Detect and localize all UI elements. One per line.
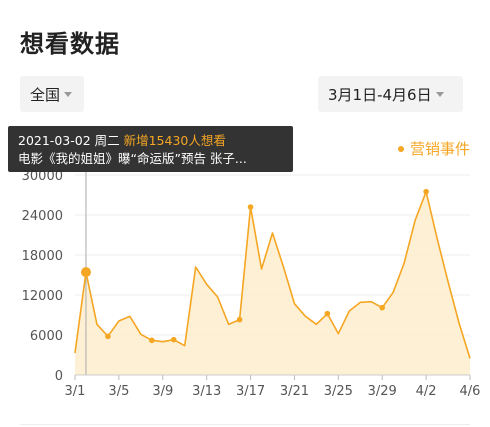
y-tick-label: 6000 (30, 329, 63, 344)
region-dropdown-label: 全国 (30, 85, 61, 104)
y-tick-label: 18000 (22, 249, 63, 264)
y-tick-label: 0 (55, 369, 63, 384)
marketing-event-point[interactable] (236, 316, 243, 323)
x-tick-label: 3/1 (65, 384, 86, 399)
y-tick-label: 24000 (22, 209, 63, 224)
marketing-event-point[interactable] (170, 336, 177, 343)
chevron-down-icon (64, 91, 73, 97)
region-dropdown[interactable]: 全国 (20, 76, 84, 112)
series-line (74, 190, 471, 359)
tooltip-event: 电影《我的姐姐》曝“命运版”预告 张子... (18, 151, 247, 166)
x-tick-label: 4/6 (460, 384, 481, 399)
marketing-event-point[interactable] (149, 337, 155, 344)
date-range-dropdown[interactable]: 3月1日-4月6日 (318, 76, 463, 112)
marketing-event-point[interactable] (105, 333, 111, 340)
marketing-event-point[interactable] (379, 304, 386, 311)
marketing-event-point[interactable] (247, 204, 254, 210)
area-fill (75, 191, 470, 375)
marketing-event-dot-icon (397, 145, 404, 152)
tooltip-highlight: 新增15430人想看 (123, 133, 226, 148)
y-tick-label: 30000 (22, 169, 63, 184)
marketing-event-point[interactable] (80, 267, 91, 278)
legend-marketing-events[interactable]: 营销事件 (397, 138, 470, 159)
chart-tooltip: 2021-03-02 周二 新增15430人想看 电影《我的姐姐》曝“命运版”预… (8, 126, 293, 172)
chevron-down-icon (435, 91, 444, 97)
tooltip-date: 2021-03-02 周二 (18, 133, 120, 148)
x-tick-label: 3/29 (368, 384, 397, 399)
x-tick-label: 3/5 (108, 384, 129, 399)
marketing-event-point[interactable] (423, 188, 429, 195)
divider (20, 424, 470, 425)
marketing-event-point[interactable] (324, 310, 331, 317)
x-tick-label: 4/2 (416, 384, 437, 399)
x-tick-label: 3/13 (192, 384, 221, 399)
x-tick-label: 3/21 (280, 384, 309, 399)
x-tick-label: 3/25 (324, 384, 353, 399)
y-tick-label: 12000 (22, 289, 63, 304)
x-tick-label: 3/9 (152, 384, 173, 399)
legend-label: 营销事件 (409, 140, 470, 158)
page-title: 想看数据 (20, 30, 120, 58)
date-range-label: 3月1日-4月6日 (328, 85, 432, 104)
x-tick-label: 3/17 (236, 384, 265, 399)
